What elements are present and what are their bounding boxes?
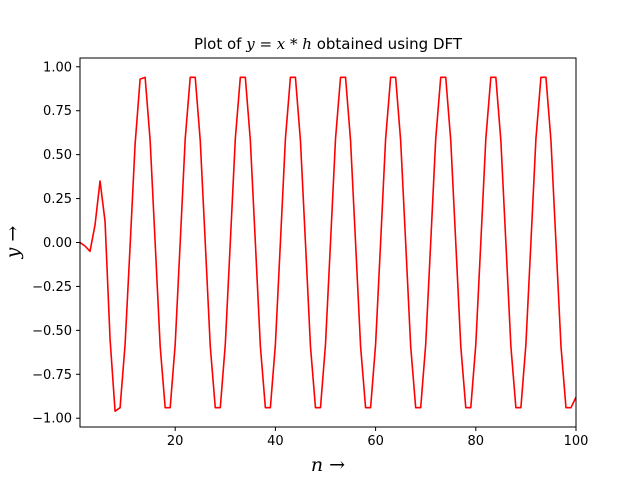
x-tick-label: 80 <box>468 434 485 449</box>
x-tick-label: 40 <box>267 434 284 449</box>
chart-title-suffix: obtained using DFT <box>312 35 463 53</box>
y-tick-label: −0.25 <box>32 280 72 295</box>
y-tick-label: 0.75 <box>43 104 72 119</box>
y-tick-label: −1.00 <box>32 412 72 427</box>
chart-title: Plot of y = x * h obtained using DFT <box>194 35 463 53</box>
y-tick-label: −0.50 <box>32 324 72 339</box>
y-tick-label: −0.75 <box>32 368 72 383</box>
x-tick-label: 60 <box>367 434 384 449</box>
y-axis: −1.00 −0.75 −0.50 −0.25 0.00 0.25 0.50 0.75 1.00 <box>32 60 80 427</box>
x-axis-label: n → <box>311 454 345 476</box>
plot-area <box>79 76 577 412</box>
y-axis-label: y → <box>2 226 24 260</box>
y-tick-label: 0.25 <box>43 192 72 207</box>
y-tick-label: 0.50 <box>43 148 72 163</box>
x-axis: 20 40 60 80 100 <box>167 427 588 449</box>
series-line-0 <box>79 76 577 412</box>
y-tick-label: 1.00 <box>43 60 72 75</box>
chart-title-prefix: Plot of <box>194 35 246 53</box>
x-tick-label: 100 <box>564 434 589 449</box>
x-tick-label: 20 <box>167 434 184 449</box>
y-tick-label: 0.00 <box>43 236 72 251</box>
chart-title-math: y = x * h <box>245 35 312 53</box>
